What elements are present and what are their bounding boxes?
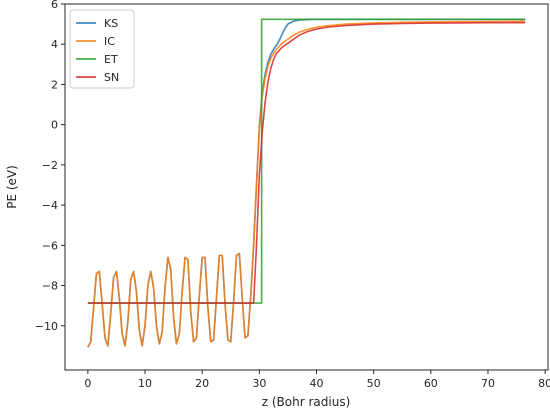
y-axis: −10 −8 −6 −4 −2 0 2 4 6 [35, 0, 65, 333]
x-tick-label: 10 [138, 377, 152, 390]
plot-frame [64, 3, 549, 371]
x-tick-label: 0 [84, 377, 91, 390]
x-tick-label: 70 [481, 377, 495, 390]
y-tick-label: −10 [35, 320, 58, 333]
y-tick-label: −2 [42, 159, 58, 172]
x-tick-label: 20 [195, 377, 209, 390]
y-tick-label: −6 [42, 239, 58, 252]
x-tick-label: 80 [538, 377, 550, 390]
legend-label-ic: IC [104, 35, 115, 48]
x-tick-label: 60 [424, 377, 438, 390]
x-axis-label: z (Bohr radius) [262, 395, 351, 409]
y-tick-label: −8 [42, 280, 58, 293]
y-tick-label: −4 [42, 199, 58, 212]
x-tick-label: 40 [310, 377, 324, 390]
legend-label-sn: SN [104, 71, 119, 84]
y-tick-label: 4 [51, 38, 58, 51]
x-tick-label: 50 [367, 377, 381, 390]
legend: KS IC ET SN [69, 9, 135, 89]
series-line-ic [87, 20, 526, 348]
y-tick-label: 6 [51, 0, 58, 11]
x-axis: 0 10 20 30 40 50 60 70 80 [84, 370, 550, 390]
series-layer [87, 18, 526, 348]
y-tick-label: 0 [51, 119, 58, 132]
legend-label-et: ET [104, 53, 118, 66]
legend-label-ks: KS [104, 17, 118, 30]
series-line-sn [87, 21, 526, 304]
y-axis-label: PE (eV) [5, 165, 19, 209]
y-tick-label: 2 [51, 78, 58, 91]
x-tick-label: 30 [252, 377, 266, 390]
legend-box [69, 9, 135, 89]
